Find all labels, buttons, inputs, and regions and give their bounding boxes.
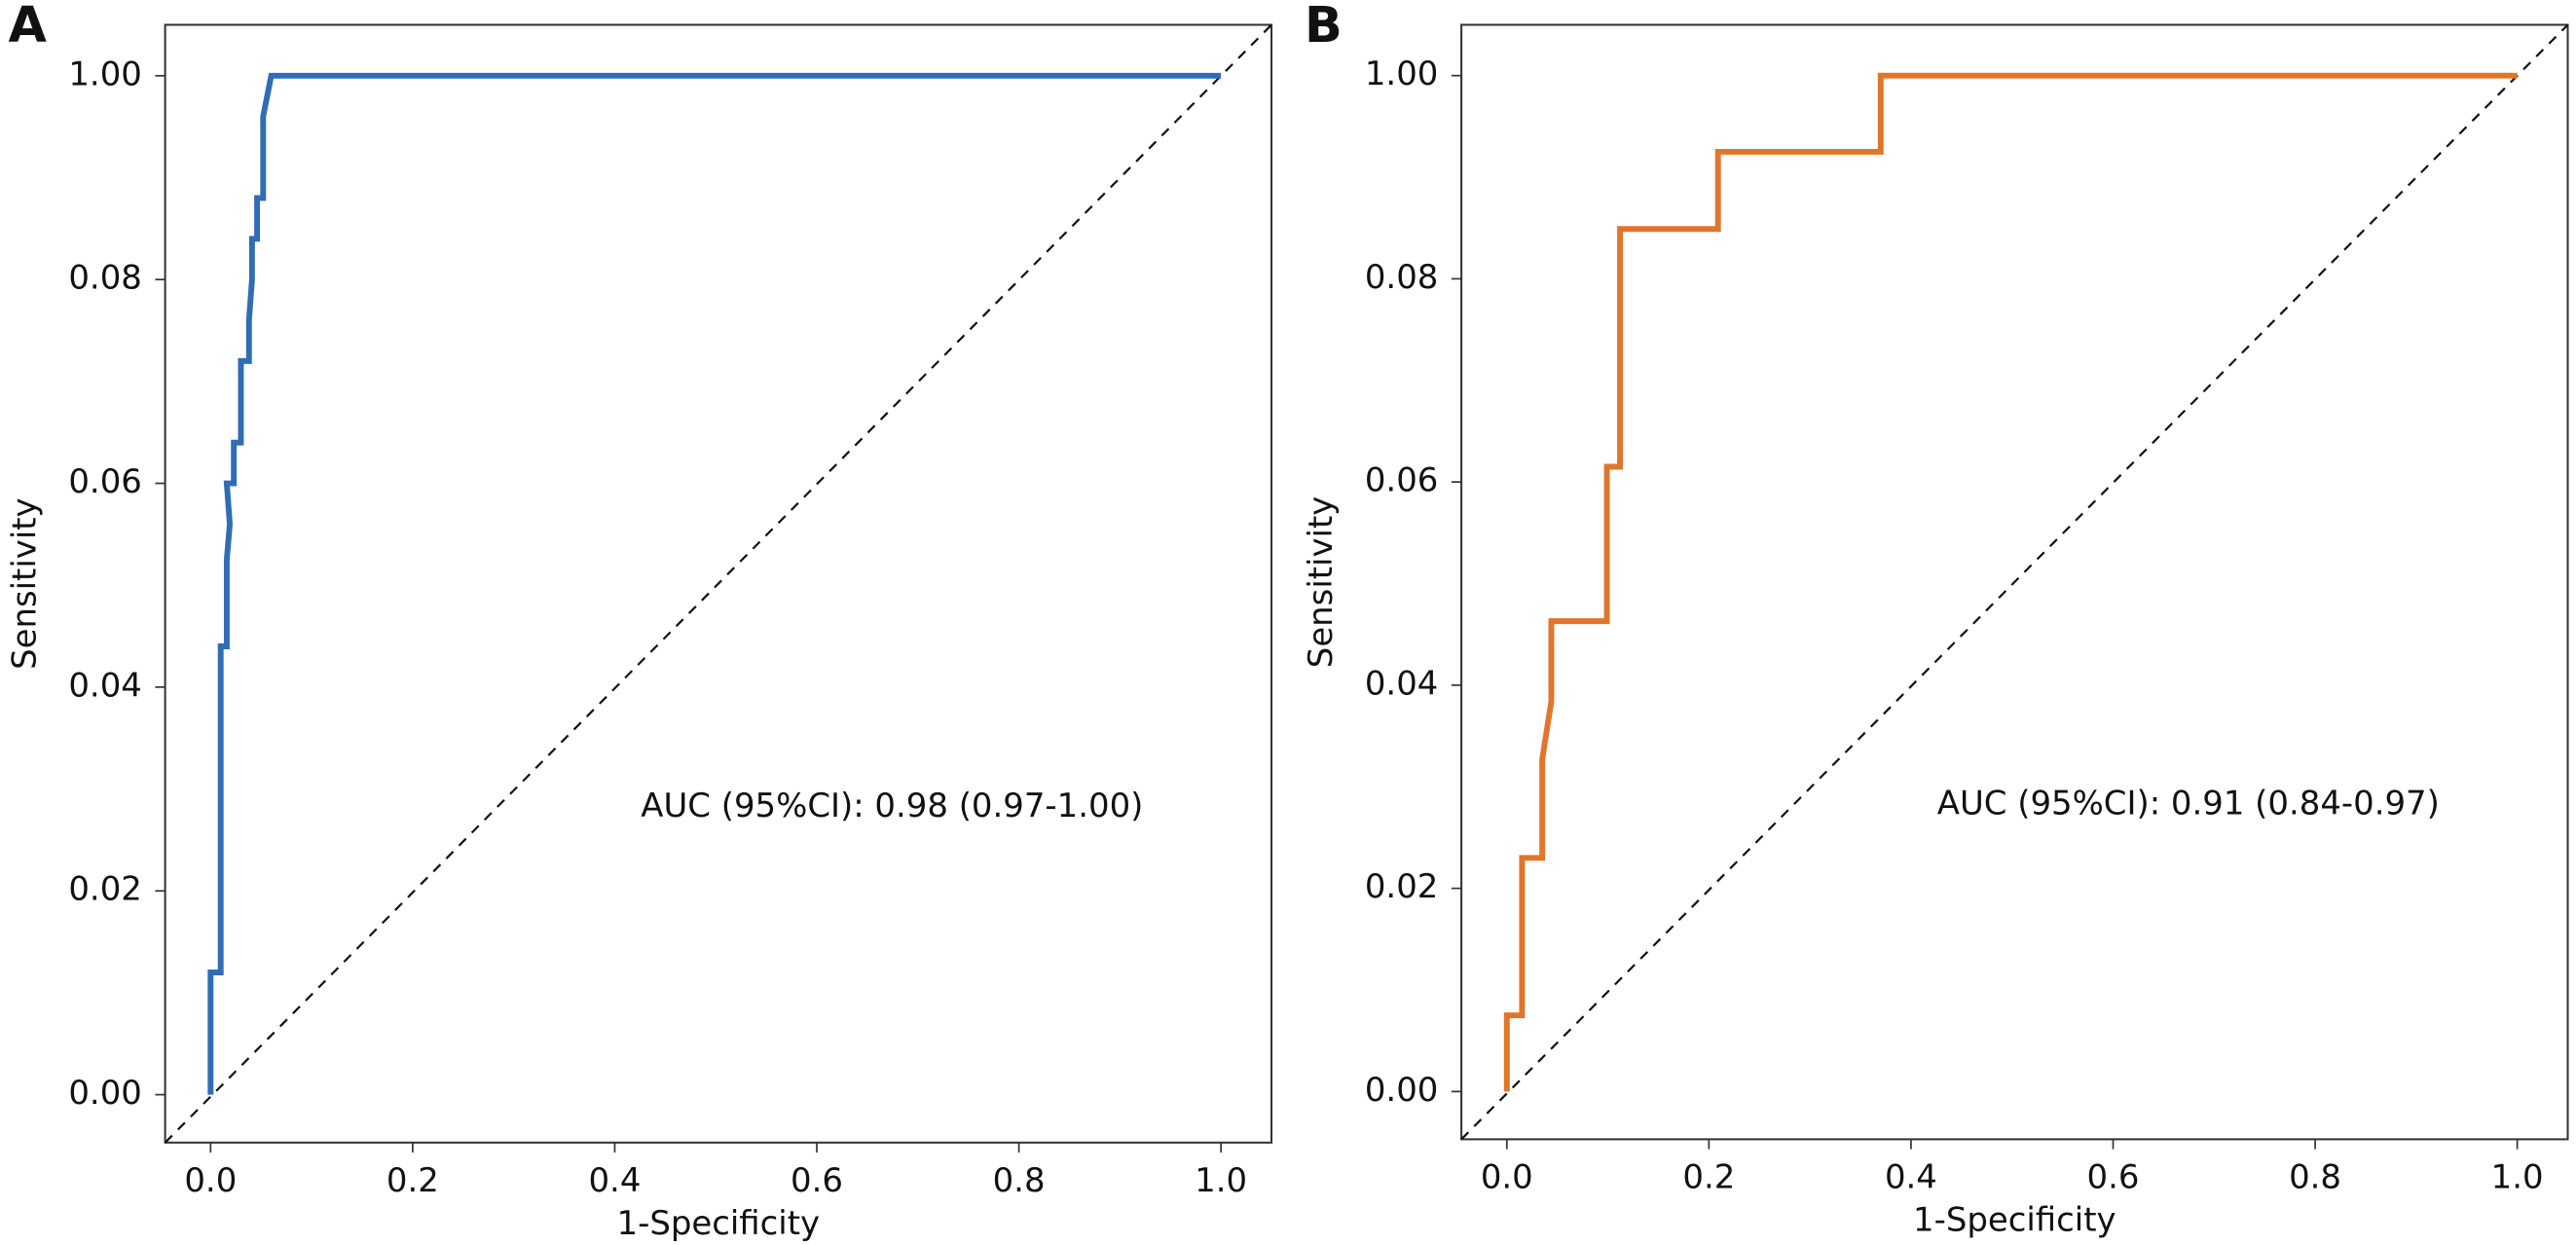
x-tick-label: 1.0 (1195, 1161, 1247, 1199)
x-tick-label: 0.0 (1481, 1158, 1533, 1196)
panel-label: A (8, 0, 47, 54)
x-tick-label: 0.2 (386, 1161, 439, 1199)
reference-diagonal (164, 23, 1272, 1144)
y-tick-label: 0.00 (1365, 1071, 1438, 1109)
x-tick-label: 0.6 (2087, 1158, 2140, 1196)
y-tick-label: 1.00 (1365, 55, 1438, 92)
panel-label: B (1305, 0, 1343, 54)
reference-diagonal (1460, 23, 2569, 1141)
roc-curve (1503, 72, 2518, 1092)
y-tick-label: 0.02 (68, 870, 142, 908)
plot-frame (164, 23, 1273, 1144)
roc-curve (207, 72, 1222, 1095)
x-tick-label: 0.6 (791, 1161, 843, 1199)
x-tick-label: 0.2 (1682, 1158, 1735, 1196)
y-tick-label: 0.00 (68, 1074, 142, 1112)
x-tick-label: 0.4 (1885, 1158, 1937, 1196)
y-tick-label: 0.06 (68, 462, 142, 500)
y-tick-label: 0.08 (1365, 258, 1438, 296)
auc-annotation: AUC (95%CI): 0.91 (0.84-0.97) (1937, 784, 2440, 822)
y-tick-label: 0.06 (1365, 461, 1438, 499)
y-tick-label: 0.04 (68, 666, 142, 704)
y-axis-label: Sensitivity (6, 497, 44, 670)
y-tick-label: 0.04 (1365, 664, 1438, 702)
auc-annotation: AUC (95%CI): 0.98 (0.97-1.00) (641, 787, 1143, 824)
x-tick-label: 1.0 (2491, 1158, 2544, 1196)
plot-frame (1460, 23, 2569, 1141)
x-axis-label: 1-Specificity (1913, 1201, 2116, 1239)
x-tick-label: 0.4 (588, 1161, 641, 1199)
y-axis-label: Sensitivity (1302, 496, 1340, 669)
x-tick-label: 0.0 (184, 1161, 237, 1199)
x-tick-label: 0.8 (993, 1161, 1046, 1199)
y-tick-label: 1.00 (68, 55, 142, 92)
x-axis-label: 1-Specificity (617, 1204, 821, 1242)
x-tick-label: 0.8 (2289, 1158, 2341, 1196)
y-tick-label: 0.02 (1365, 867, 1438, 905)
y-tick-label: 0.08 (68, 259, 142, 297)
